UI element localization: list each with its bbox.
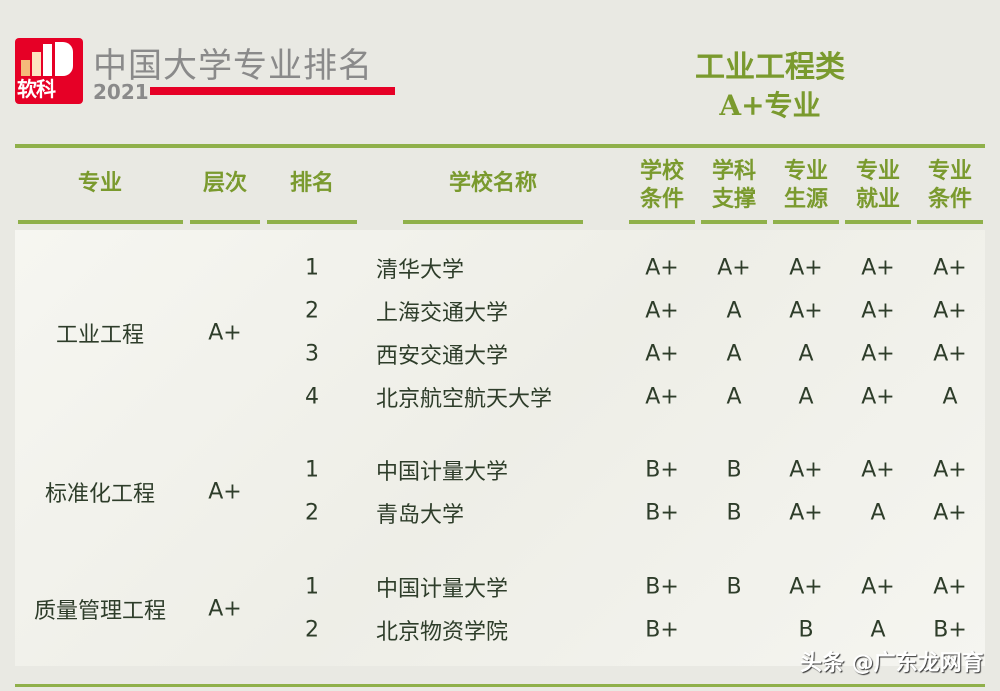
school-name: 中国计量大学 — [376, 460, 509, 485]
major-name: 标准化工程 — [44, 481, 156, 507]
rank: 1 — [305, 457, 319, 483]
column-header: 学科 支撑 — [711, 159, 756, 212]
score: A — [726, 298, 742, 324]
score: A+ — [861, 384, 895, 410]
score: A+ — [933, 341, 967, 367]
score: B+ — [645, 617, 679, 643]
score: A+ — [645, 298, 679, 324]
column-header: 学校名称 — [448, 171, 537, 196]
score: A — [726, 341, 742, 367]
score: A — [726, 384, 742, 410]
score: B — [726, 457, 742, 483]
school-name: 清华大学 — [376, 258, 465, 283]
score: A+ — [645, 255, 679, 281]
header-underline — [845, 220, 911, 224]
score: A+ — [861, 457, 895, 483]
score: A+ — [933, 255, 967, 281]
score: A — [870, 500, 886, 526]
major-level: A+ — [208, 320, 242, 345]
school-name: 中国计量大学 — [376, 577, 509, 602]
score: B+ — [645, 457, 679, 483]
score: A+ — [789, 298, 823, 324]
score: A+ — [933, 500, 967, 526]
header-underline — [190, 220, 260, 224]
header-underline — [267, 220, 357, 224]
rank: 1 — [305, 255, 319, 281]
school-name: 北京航空航天大学 — [376, 387, 553, 412]
score: A+ — [789, 457, 823, 483]
score: A+ — [933, 457, 967, 483]
brand-title: 中国大学专业排名 — [93, 46, 373, 86]
score: A — [870, 617, 886, 643]
header-underline — [629, 220, 695, 224]
rank: 1 — [305, 574, 319, 600]
rank: 4 — [305, 384, 319, 410]
score: A+ — [645, 341, 679, 367]
column-header: 专业 生源 — [783, 159, 828, 212]
category-subtitle: A+专业 — [719, 89, 821, 122]
column-header: 学校 条件 — [639, 159, 684, 212]
divider — [15, 684, 985, 687]
score: A+ — [861, 341, 895, 367]
school-name: 西安交通大学 — [376, 344, 509, 369]
column-header: 专业 — [77, 171, 122, 196]
divider — [150, 87, 395, 95]
watermark: 头条 @广东龙网育 — [800, 651, 984, 676]
divider — [15, 144, 985, 148]
score: B — [726, 500, 742, 526]
score: A+ — [789, 574, 823, 600]
logo: 软科 — [15, 38, 83, 104]
score: A+ — [717, 255, 751, 281]
major-name: 质量管理工程 — [33, 598, 167, 624]
score: B+ — [933, 617, 967, 643]
rank: 2 — [305, 500, 319, 526]
major-level: A+ — [208, 596, 242, 621]
score: B+ — [645, 574, 679, 600]
score: A+ — [933, 574, 967, 600]
score: B — [726, 574, 742, 600]
column-header: 专业 条件 — [927, 159, 972, 212]
rank: 2 — [305, 298, 319, 324]
column-header: 专业 就业 — [855, 159, 900, 212]
school-name: 北京物资学院 — [376, 620, 509, 645]
score: A+ — [933, 298, 967, 324]
score: A+ — [789, 255, 823, 281]
rank: 3 — [305, 341, 319, 367]
score: A+ — [645, 384, 679, 410]
school-name: 青岛大学 — [376, 503, 465, 528]
score: A+ — [789, 500, 823, 526]
header-underline — [917, 220, 983, 224]
header-underline — [403, 220, 583, 224]
score: A — [942, 384, 958, 410]
header-underline — [773, 220, 839, 224]
header-underline — [701, 220, 767, 224]
major-name: 工业工程 — [55, 322, 145, 348]
score: A+ — [861, 255, 895, 281]
score: B — [798, 617, 814, 643]
score: A+ — [861, 298, 895, 324]
school-name: 上海交通大学 — [376, 301, 509, 326]
score: A — [798, 341, 814, 367]
score: A+ — [861, 574, 895, 600]
column-header: 层次 — [202, 171, 247, 196]
major-level: A+ — [208, 479, 242, 504]
score: A — [798, 384, 814, 410]
logo-text: 软科 — [17, 77, 56, 101]
category-title: 工业工程类 — [695, 50, 845, 85]
table-body — [15, 230, 985, 666]
header-underline — [17, 220, 183, 224]
year: 2021 — [93, 80, 149, 104]
column-header: 排名 — [289, 171, 334, 196]
score: B+ — [645, 500, 679, 526]
rank: 2 — [305, 617, 319, 643]
